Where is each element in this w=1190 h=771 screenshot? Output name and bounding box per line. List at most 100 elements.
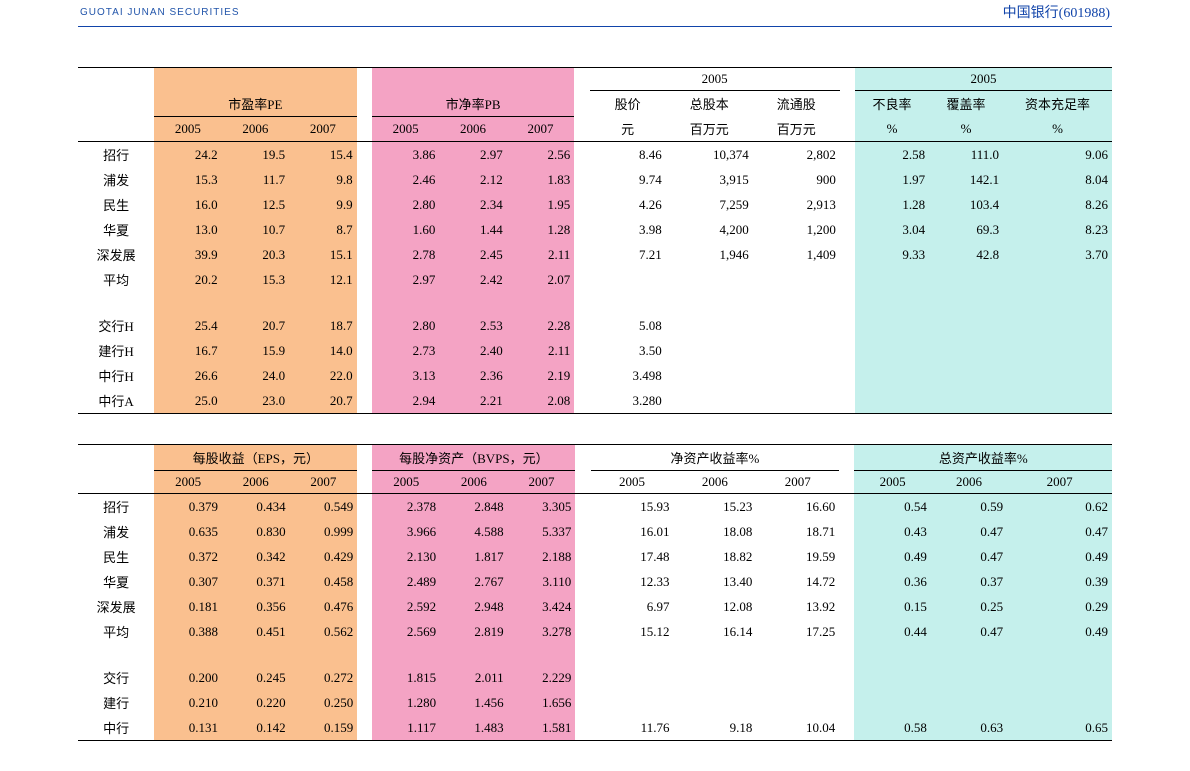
cell: 华夏 xyxy=(78,569,154,594)
cell xyxy=(673,690,756,715)
cell: 0.830 xyxy=(222,519,290,544)
cell: 平均 xyxy=(78,267,154,292)
table-row: 深发展39.920.315.12.782.452.117.211,9461,40… xyxy=(78,242,1112,267)
cell xyxy=(574,363,589,388)
cell: 0.356 xyxy=(222,594,290,619)
cell: 2.78 xyxy=(372,242,439,267)
cell: 24.0 xyxy=(222,363,289,388)
cell xyxy=(854,665,930,690)
cell: 3,915 xyxy=(666,167,753,192)
cell xyxy=(753,338,840,363)
cell xyxy=(357,142,372,168)
cell: 2.28 xyxy=(507,313,575,338)
cell: 900 xyxy=(753,167,840,192)
eps-header: 每股收益（EPS，元） xyxy=(154,445,357,471)
cell xyxy=(574,388,589,414)
cell: 4,200 xyxy=(666,217,753,242)
table-header-row: 2005 2006 2007 2005 2006 2007 2005 2006 … xyxy=(78,471,1112,494)
cell: 0.429 xyxy=(290,544,358,569)
cell: 1,946 xyxy=(666,242,753,267)
cell xyxy=(575,690,590,715)
cell xyxy=(575,665,590,690)
cell: 交行H xyxy=(78,313,154,338)
cell: 0.49 xyxy=(854,544,930,569)
cell: 1.95 xyxy=(507,192,575,217)
cell: 25.0 xyxy=(154,388,221,414)
cell: 18.82 xyxy=(673,544,756,569)
cell: 1.280 xyxy=(372,690,440,715)
table-row: 深发展0.1810.3560.4762.5922.9483.4246.9712.… xyxy=(78,594,1112,619)
cell: 18.71 xyxy=(756,519,839,544)
cell xyxy=(590,292,666,313)
cell xyxy=(591,644,674,665)
cell xyxy=(929,388,1003,414)
cell xyxy=(840,242,855,267)
cell xyxy=(575,644,590,665)
cell: 深发展 xyxy=(78,594,154,619)
cell xyxy=(929,292,1003,313)
cell: 招行 xyxy=(78,494,154,520)
table-row: 浦发0.6350.8300.9993.9664.5885.33716.0118.… xyxy=(78,519,1112,544)
cell: 0.272 xyxy=(290,665,358,690)
cell: 14.72 xyxy=(756,569,839,594)
table-row: 招行0.3790.4340.5492.3782.8483.30515.9315.… xyxy=(78,494,1112,520)
cell: 0.371 xyxy=(222,569,290,594)
cell xyxy=(440,644,508,665)
cell xyxy=(855,292,929,313)
cell xyxy=(357,338,372,363)
cell xyxy=(840,313,855,338)
cell xyxy=(839,715,854,741)
cell: 0.59 xyxy=(931,494,1007,520)
cell: 1.28 xyxy=(855,192,929,217)
cell: 1.456 xyxy=(440,690,508,715)
cell: 3.966 xyxy=(372,519,440,544)
cell: 11.7 xyxy=(222,167,289,192)
cell: 2.07 xyxy=(507,267,575,292)
cell xyxy=(574,267,589,292)
cell: 招行 xyxy=(78,142,154,168)
bvps-header: 每股净资产（BVPS，元） xyxy=(372,445,575,471)
cell: 0.63 xyxy=(931,715,1007,741)
cell xyxy=(839,519,854,544)
cell: 0.43 xyxy=(854,519,930,544)
cell: 69.3 xyxy=(929,217,1003,242)
logo-subtext: GUOTAI JUNAN SECURITIES xyxy=(80,7,240,18)
cell: 2.767 xyxy=(440,569,508,594)
cell xyxy=(931,665,1007,690)
cell: 22.0 xyxy=(289,363,357,388)
cell: 0.451 xyxy=(222,619,290,644)
cell: 2,913 xyxy=(753,192,840,217)
cell: 2.848 xyxy=(440,494,508,520)
cell: 12.1 xyxy=(289,267,357,292)
table-header-row: 2005 2005 xyxy=(78,68,1112,91)
cell: 5.08 xyxy=(590,313,666,338)
cell xyxy=(574,192,589,217)
table-header-row: 每股收益（EPS，元） 每股净资产（BVPS，元） 净资产收益率% 总资产收益率… xyxy=(78,445,1112,471)
cell xyxy=(507,292,575,313)
cell xyxy=(929,313,1003,338)
cell: 2.21 xyxy=(439,388,506,414)
valuation-table-2: 每股收益（EPS，元） 每股净资产（BVPS，元） 净资产收益率% 总资产收益率… xyxy=(78,444,1112,741)
cell xyxy=(673,644,756,665)
cell: 华夏 xyxy=(78,217,154,242)
cell: 0.47 xyxy=(1007,519,1112,544)
cell: 9.9 xyxy=(289,192,357,217)
cell xyxy=(508,644,576,665)
cell xyxy=(591,665,674,690)
cell xyxy=(854,690,930,715)
year-2005-label: 2005 xyxy=(855,68,1112,91)
cell xyxy=(574,242,589,267)
cell xyxy=(673,665,756,690)
cell: 15.4 xyxy=(289,142,357,168)
cell: 0.210 xyxy=(154,690,222,715)
cell: 0.39 xyxy=(1007,569,1112,594)
cell: 3.278 xyxy=(508,619,576,644)
cell xyxy=(840,388,855,414)
table-header-row: 2005 2006 2007 2005 2006 2007 元 百万元 百万元 … xyxy=(78,116,1112,142)
cell xyxy=(855,313,929,338)
company-title: 中国银行(601988) xyxy=(1003,2,1110,22)
cell: 9.74 xyxy=(590,167,666,192)
cell: 2.378 xyxy=(372,494,440,520)
cell: 民生 xyxy=(78,544,154,569)
cell: 2.188 xyxy=(508,544,576,569)
